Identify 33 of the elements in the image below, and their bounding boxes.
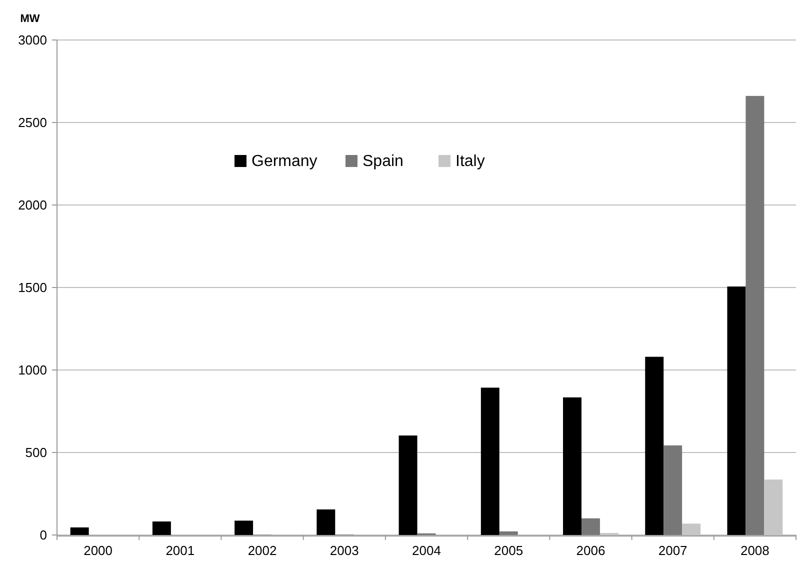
- bar: [664, 445, 682, 535]
- x-tick-label: 2002: [248, 543, 277, 558]
- x-tick-label: 2004: [412, 543, 441, 558]
- x-tick-label: 2003: [330, 543, 359, 558]
- bar: [581, 518, 600, 535]
- x-tick-label: 2000: [84, 543, 113, 558]
- bar: [70, 527, 89, 535]
- bar: [499, 531, 518, 535]
- bar: [398, 436, 418, 535]
- x-tick-label: 2007: [658, 543, 688, 558]
- x-tick-label: 2005: [494, 543, 524, 558]
- bar: [645, 356, 664, 535]
- y-axis-title: MW: [20, 13, 40, 25]
- x-tick-label: 2008: [740, 543, 770, 558]
- y-tick-label: 1000: [18, 362, 47, 378]
- legend-label: Spain: [362, 153, 404, 170]
- bar: [563, 397, 582, 535]
- x-tick-label: 2001: [166, 543, 195, 558]
- bar: [727, 286, 746, 535]
- y-tick-label: 1500: [18, 280, 47, 296]
- legend-label: Germany: [252, 153, 318, 170]
- x-tick-label: 2006: [576, 543, 606, 558]
- y-tick-label: 0: [40, 528, 47, 543]
- y-tick-label: 2500: [18, 115, 47, 130]
- bar: [746, 96, 764, 535]
- bar: [234, 520, 254, 535]
- legend-label: Italy: [456, 153, 485, 170]
- bar: [316, 509, 336, 535]
- y-tick-label: 3000: [18, 32, 47, 48]
- y-tick-label: 500: [25, 445, 47, 460]
- bar: [480, 388, 500, 535]
- y-tick-label: 2000: [18, 198, 47, 213]
- bar: [152, 521, 171, 535]
